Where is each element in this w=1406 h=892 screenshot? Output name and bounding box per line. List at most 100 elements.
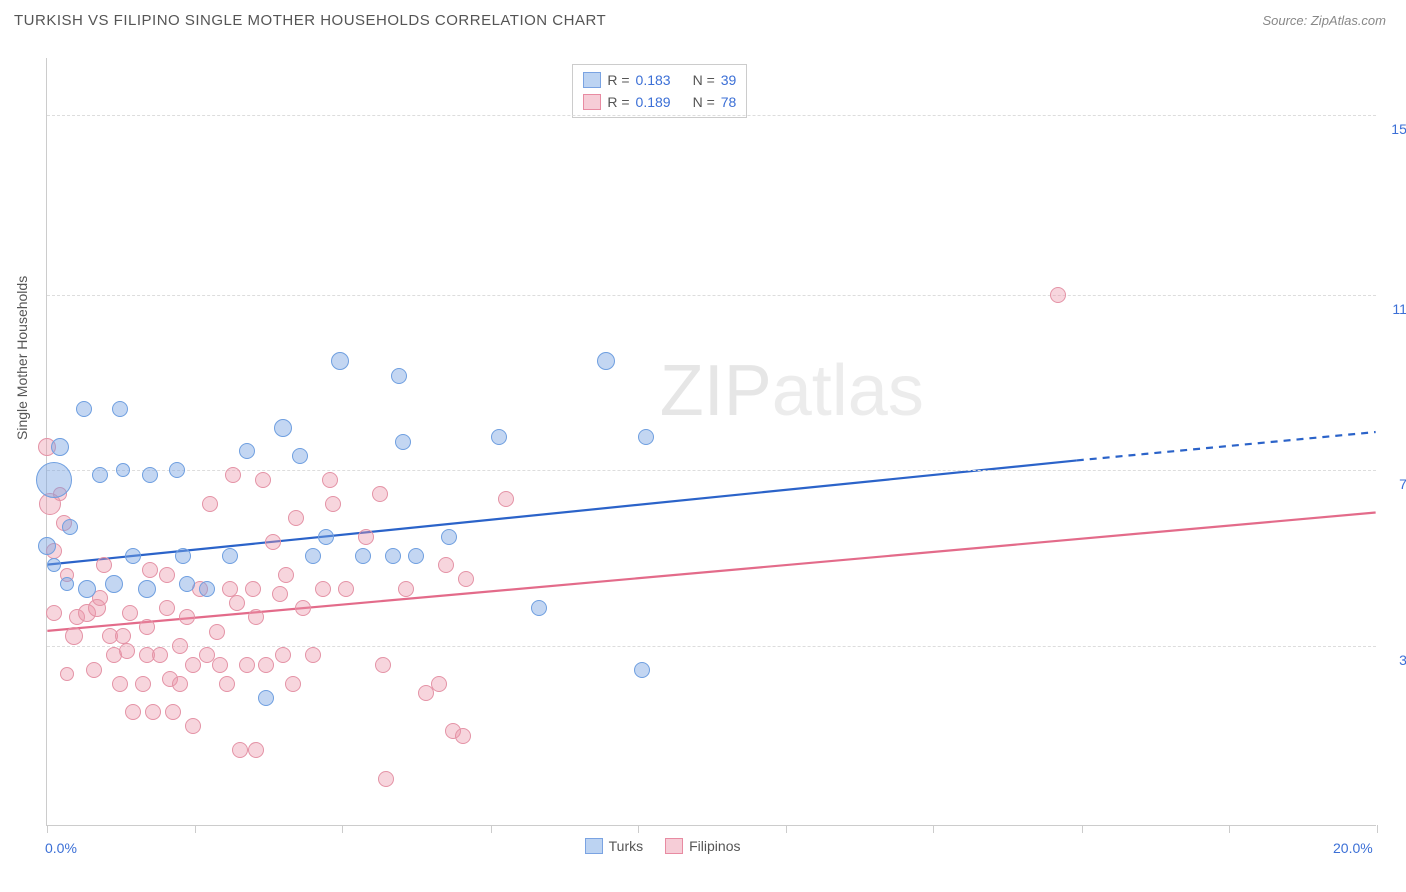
y-tick-label: 7.5% <box>1379 476 1406 492</box>
watermark-atlas: atlas <box>772 351 924 431</box>
legend-item-turks: Turks <box>585 838 643 854</box>
y-tick-label: 3.8% <box>1379 652 1406 668</box>
scatter-point-filipinos <box>112 676 128 692</box>
scatter-point-turks <box>634 662 650 678</box>
scatter-point-turks <box>385 548 401 564</box>
trend-line <box>1077 432 1376 460</box>
y-axis-title: Single Mother Households <box>14 276 30 440</box>
trend-line <box>47 513 1375 631</box>
scatter-point-filipinos <box>1050 287 1066 303</box>
scatter-point-filipinos <box>185 718 201 734</box>
x-tick <box>491 825 492 833</box>
scatter-point-turks <box>125 548 141 564</box>
x-tick <box>195 825 196 833</box>
scatter-point-filipinos <box>152 647 168 663</box>
source-name: ZipAtlas.com <box>1311 13 1386 28</box>
x-tick <box>47 825 48 833</box>
scatter-point-filipinos <box>229 595 245 611</box>
scatter-point-filipinos <box>225 467 241 483</box>
scatter-point-filipinos <box>122 605 138 621</box>
scatter-point-turks <box>638 429 654 445</box>
x-tick <box>933 825 934 833</box>
n-value-filipinos: 78 <box>721 94 737 110</box>
scatter-point-turks <box>60 577 74 591</box>
trend-line <box>47 460 1076 564</box>
scatter-point-filipinos <box>255 472 271 488</box>
gridline-horizontal <box>47 115 1376 116</box>
legend-swatch-turks <box>583 72 601 88</box>
legend-swatch-turks <box>585 838 603 854</box>
scatter-point-filipinos <box>219 676 235 692</box>
legend-item-filipinos: Filipinos <box>665 838 740 854</box>
gridline-horizontal <box>47 295 1376 296</box>
scatter-point-filipinos <box>338 581 354 597</box>
scatter-point-filipinos <box>458 571 474 587</box>
scatter-point-turks <box>112 401 128 417</box>
legend-row-turks: R =0.183N =39 <box>583 69 736 91</box>
x-tick <box>1377 825 1378 833</box>
y-tick-label: 11.2% <box>1379 301 1406 317</box>
scatter-point-filipinos <box>322 472 338 488</box>
scatter-point-turks <box>76 401 92 417</box>
scatter-point-turks <box>222 548 238 564</box>
scatter-point-turks <box>441 529 457 545</box>
scatter-point-filipinos <box>145 704 161 720</box>
scatter-point-filipinos <box>325 496 341 512</box>
scatter-point-filipinos <box>275 647 291 663</box>
legend-swatch-filipinos <box>665 838 683 854</box>
scatter-point-filipinos <box>248 742 264 758</box>
scatter-point-filipinos <box>288 510 304 526</box>
scatter-point-turks <box>274 419 292 437</box>
scatter-point-filipinos <box>358 529 374 545</box>
x-tick-label-first: 0.0% <box>45 840 77 856</box>
scatter-point-turks <box>116 463 130 477</box>
scatter-point-turks <box>169 462 185 478</box>
scatter-point-turks <box>142 467 158 483</box>
scatter-point-filipinos <box>455 728 471 744</box>
scatter-point-filipinos <box>232 742 248 758</box>
scatter-point-filipinos <box>212 657 228 673</box>
scatter-point-filipinos <box>179 609 195 625</box>
r-value-filipinos: 0.189 <box>636 94 671 110</box>
scatter-point-turks <box>305 548 321 564</box>
scatter-point-filipinos <box>135 676 151 692</box>
x-tick <box>342 825 343 833</box>
source-attribution: Source: ZipAtlas.com <box>1262 13 1386 28</box>
scatter-point-filipinos <box>305 647 321 663</box>
scatter-point-turks <box>597 352 615 370</box>
scatter-point-filipinos <box>265 534 281 550</box>
scatter-point-filipinos <box>165 704 181 720</box>
r-value-turks: 0.183 <box>636 72 671 88</box>
scatter-point-turks <box>138 580 156 598</box>
scatter-point-turks <box>38 537 56 555</box>
scatter-point-filipinos <box>245 581 261 597</box>
n-label: N = <box>693 72 715 88</box>
x-tick <box>638 825 639 833</box>
source-prefix: Source: <box>1262 13 1310 28</box>
scatter-point-turks <box>105 575 123 593</box>
x-tick <box>1229 825 1230 833</box>
scatter-point-filipinos <box>295 600 311 616</box>
scatter-point-turks <box>331 352 349 370</box>
scatter-point-filipinos <box>119 643 135 659</box>
scatter-point-filipinos <box>202 496 218 512</box>
scatter-point-filipinos <box>431 676 447 692</box>
scatter-point-filipinos <box>159 567 175 583</box>
n-label: N = <box>693 94 715 110</box>
scatter-point-filipinos <box>278 567 294 583</box>
scatter-point-turks <box>258 690 274 706</box>
scatter-point-filipinos <box>125 704 141 720</box>
watermark: ZIPatlas <box>660 350 924 432</box>
scatter-point-filipinos <box>438 557 454 573</box>
scatter-point-turks <box>408 548 424 564</box>
scatter-point-turks <box>62 519 78 535</box>
scatter-point-turks <box>395 434 411 450</box>
watermark-zip: ZIP <box>660 351 772 431</box>
series-legend: Turks Filipinos <box>585 838 741 854</box>
scatter-point-filipinos <box>60 667 74 681</box>
scatter-point-filipinos <box>172 638 188 654</box>
scatter-point-filipinos <box>398 581 414 597</box>
scatter-point-turks <box>318 529 334 545</box>
scatter-point-turks <box>179 576 195 592</box>
legend-label-filipinos: Filipinos <box>689 838 740 854</box>
